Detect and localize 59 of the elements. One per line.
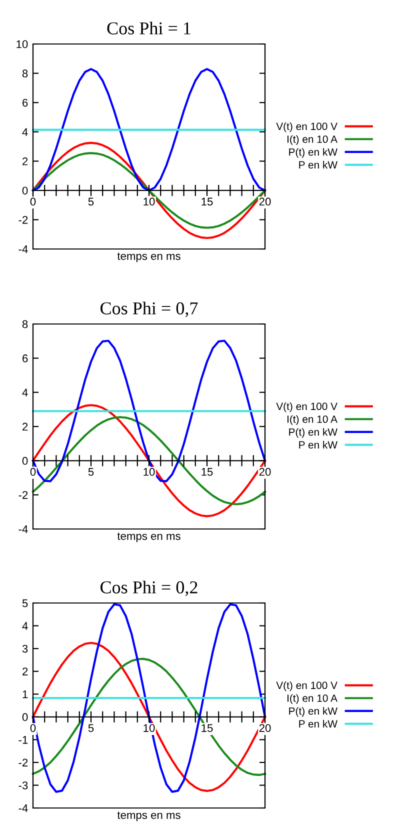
- chart-title: Cos Phi = 0,7: [100, 302, 198, 318]
- legend-label: P en kW: [299, 720, 338, 728]
- x-tick-label: 10: [144, 198, 155, 206]
- legend-label: P en kW: [299, 440, 338, 449]
- y-tick-label: 6: [22, 98, 28, 107]
- x-tick-label: 20: [259, 724, 271, 732]
- x-tick-label: 5: [88, 724, 94, 732]
- y-tick-label: 8: [22, 320, 28, 328]
- x-axis-title: temps en ms: [117, 532, 180, 542]
- x-tick-label: 15: [202, 468, 213, 476]
- y-tick-label: 0: [22, 456, 28, 465]
- x-axis-title: temps en ms: [117, 252, 180, 262]
- legend-label: P(t) en kW: [289, 707, 338, 717]
- legend-label: P en kW: [299, 160, 338, 169]
- y-tick-label: 4: [22, 128, 28, 136]
- y-tick-label: -2: [18, 216, 28, 224]
- y-tick-label: 0: [22, 186, 28, 195]
- legend-label: V(t) en 100 V: [276, 681, 338, 692]
- y-tick-label: 3: [22, 644, 28, 653]
- y-tick-label: 8: [22, 70, 28, 78]
- x-axis-title: temps en ms: [117, 812, 180, 822]
- y-tick-label: -4: [18, 804, 28, 812]
- x-tick-label: 15: [202, 198, 213, 206]
- y-tick-label: -2: [18, 758, 28, 766]
- legend-label: P(t) en kW: [289, 148, 338, 158]
- y-tick-label: 1: [22, 690, 28, 698]
- x-tick-label: 15: [202, 724, 213, 732]
- x-tick-label: 0: [30, 198, 36, 206]
- chart-title: Cos Phi = 1: [107, 22, 190, 34]
- legend-label: I(t) en 10 A: [288, 415, 338, 425]
- legend-label: V(t) en 100 V: [276, 402, 338, 412]
- line-series: [32, 68, 266, 192]
- legend-label: I(t) en 10 A: [288, 135, 338, 145]
- x-tick-label: 20: [259, 198, 271, 206]
- x-tick-label: 0: [30, 468, 36, 476]
- y-tick-label: 2: [22, 668, 28, 676]
- y-tick-label: -4: [18, 525, 28, 534]
- x-tick-label: 0: [30, 724, 36, 732]
- x-tick-label: 20: [259, 468, 271, 476]
- legend-label: I(t) en 10 A: [288, 694, 338, 704]
- y-tick-label: 4: [22, 388, 28, 396]
- y-tick-label: -3: [18, 781, 28, 790]
- y-tick-label: 2: [22, 422, 28, 431]
- legend-label: P(t) en kW: [289, 428, 338, 438]
- y-tick-label: 10: [16, 40, 28, 48]
- y-tick-label: 0: [22, 713, 28, 722]
- chart-title: Cos Phi = 0,2: [100, 580, 198, 596]
- x-tick-label: 5: [88, 468, 94, 476]
- y-tick-label: -2: [18, 491, 28, 499]
- y-tick-label: 2: [22, 157, 28, 166]
- y-tick-label: -1: [18, 736, 28, 744]
- y-tick-label: 6: [22, 354, 28, 362]
- x-tick-label: 10: [144, 468, 155, 476]
- x-tick-label: 5: [88, 198, 94, 206]
- y-tick-label: 5: [22, 599, 28, 608]
- y-tick-label: -4: [18, 245, 28, 254]
- y-tick-label: 4: [22, 622, 28, 630]
- legend-label: V(t) en 100 V: [276, 122, 338, 132]
- x-tick-label: 10: [144, 724, 155, 732]
